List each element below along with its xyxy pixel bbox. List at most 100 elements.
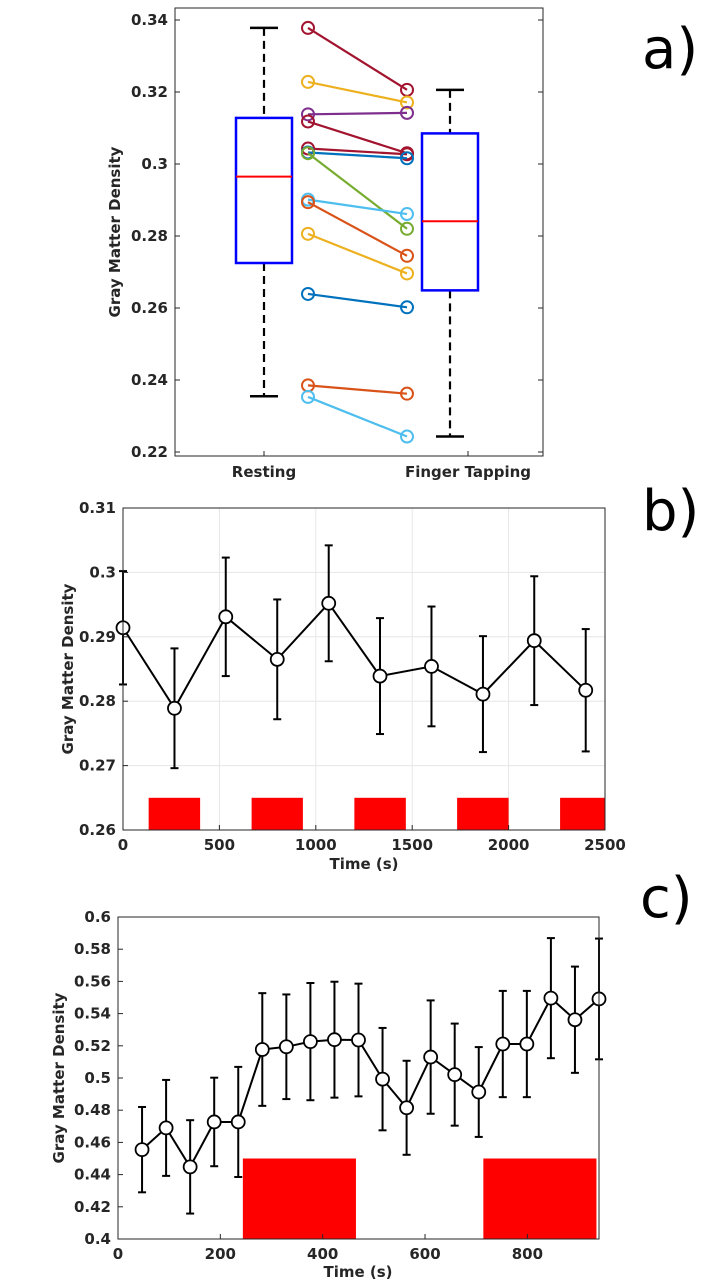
subject-pair	[301, 141, 414, 162]
panel-b-y-tick-label: 0.3	[89, 563, 116, 581]
panel-c-x-tick-label: 800	[512, 1245, 543, 1263]
resting-point	[301, 226, 315, 241]
panel-c-data-point	[254, 1042, 270, 1057]
pair-line	[307, 120, 408, 155]
panel-c-data-point	[399, 1100, 415, 1116]
panel-c-x-tick-label: 600	[409, 1245, 440, 1263]
pair-line	[307, 198, 408, 216]
panel-c-y-tick-label: 0.44	[74, 1166, 111, 1184]
tapping-point	[400, 300, 414, 315]
panel-c-x-tick-label: 400	[307, 1245, 338, 1263]
panel-c-data-point	[230, 1114, 246, 1130]
subject-pair	[301, 195, 414, 263]
panel-a-y-tick-label: 0.24	[131, 371, 168, 389]
panel-c-data-point	[471, 1084, 487, 1100]
pair-line	[307, 201, 408, 257]
panel-b-label: b)	[642, 479, 699, 544]
resting-point	[301, 195, 315, 210]
pair-line	[307, 111, 408, 116]
panel-c-y-tick-label: 0.5	[84, 1069, 111, 1087]
resting-point	[301, 389, 315, 404]
panel-a-box-plot: 0.22 0.24 0.26 0.28 0.3 0.32 0.34 Resting Fing…	[106, 7, 698, 481]
panel-c-data-point	[206, 1114, 222, 1130]
panel-c-y-tick-label: 0.48	[74, 1101, 111, 1119]
tapping-point	[400, 105, 414, 120]
panel-b-task-block	[354, 797, 406, 830]
panel-c-data-point	[447, 1067, 463, 1083]
resting-point	[301, 107, 315, 122]
panel-c-data-point	[543, 990, 559, 1006]
panel-b-x-tick-label: 2500	[584, 836, 626, 854]
panel-c-data-point	[302, 1034, 318, 1050]
subject-pair	[301, 286, 414, 315]
tapping-point	[400, 248, 414, 263]
panel-b-data-point	[321, 595, 337, 611]
pair-line	[307, 152, 408, 230]
tapping-point	[400, 147, 414, 162]
panel-c-y-axis-label: Gray Matter Density	[50, 992, 68, 1163]
pair-line	[307, 292, 408, 309]
subject-pair	[301, 74, 414, 110]
panel-b-data-point	[372, 668, 388, 684]
panel-a-y-axis-label: Gray Matter Density	[106, 146, 124, 317]
panel-b-data-point	[475, 686, 491, 702]
tapping-point	[400, 221, 414, 236]
pair-line	[307, 80, 408, 104]
pair-line	[307, 384, 408, 395]
panel-c-task-block	[483, 1158, 597, 1239]
subject-pair	[301, 226, 414, 281]
tapping-point	[400, 429, 414, 444]
panel-a-category-resting: Resting	[232, 463, 296, 481]
panel-a-y-tick-label: 0.22	[131, 443, 168, 461]
panel-c-y-tick-label: 0.56	[74, 972, 111, 990]
panel-b-y-tick-label: 0.26	[79, 821, 116, 839]
panel-a-y-tick-label: 0.26	[131, 299, 168, 317]
panel-b-task-block	[457, 797, 509, 830]
subject-pair	[301, 20, 414, 97]
tapping-point	[400, 266, 414, 281]
panel-c-data-point	[567, 1012, 583, 1028]
iqr-box	[420, 132, 480, 292]
resting-point	[301, 146, 315, 161]
box-resting	[234, 26, 294, 398]
resting-point	[301, 286, 315, 301]
panel-b-line-chart: 0 500 1000 1500 2000 2500 0.26 0.27 0.28 0.29 0.3 0…	[59, 479, 699, 873]
panel-b-y-tick-label: 0.28	[79, 692, 116, 710]
tapping-point	[400, 207, 414, 222]
panel-c-data-point	[423, 1049, 439, 1065]
panel-a-category-finger-tapping: Finger Tapping	[405, 463, 531, 481]
panel-c-x-tick-label: 200	[205, 1245, 236, 1263]
pair-line	[307, 26, 408, 91]
pair-line	[307, 151, 408, 160]
panel-a-y-tick-label: 0.3	[141, 155, 168, 173]
panel-b-axes-background	[123, 508, 605, 830]
panel-c-data-point	[495, 1036, 511, 1052]
panel-a-label: a)	[642, 17, 698, 82]
panel-c-data-point	[375, 1071, 390, 1087]
panel-b-x-tick-label: 1000	[295, 836, 337, 854]
panel-a-y-tick-label: 0.34	[131, 11, 168, 29]
tapping-point	[400, 386, 414, 401]
panel-c-data-point	[327, 1032, 342, 1048]
panel-b-task-block	[251, 797, 303, 830]
panel-c-data-point	[158, 1120, 174, 1136]
panel-c-data-point	[351, 1032, 366, 1048]
panel-b-x-tick-label: 1500	[391, 836, 433, 854]
panel-c-y-tick-label: 0.4	[84, 1230, 111, 1248]
pair-line	[307, 395, 408, 438]
panel-c-label: c)	[640, 866, 693, 931]
panel-b-x-tick-label: 500	[204, 836, 235, 854]
panel-c-y-tick-label: 0.6	[84, 908, 111, 926]
panel-b-axes-frame	[122, 507, 606, 831]
panel-b-y-tick-label: 0.29	[79, 628, 116, 646]
panel-b-data-point	[167, 700, 182, 716]
panel-b-data-point	[578, 682, 594, 698]
panel-b-data-point	[424, 659, 439, 674]
tapping-point	[400, 151, 414, 166]
panel-c-y-tick-label: 0.54	[74, 1005, 111, 1023]
panel-c-data-point	[519, 1036, 535, 1052]
panel-c-data-point	[278, 1039, 294, 1055]
resting-point	[301, 20, 315, 35]
panel-b-x-tick-label: 0	[118, 836, 128, 854]
